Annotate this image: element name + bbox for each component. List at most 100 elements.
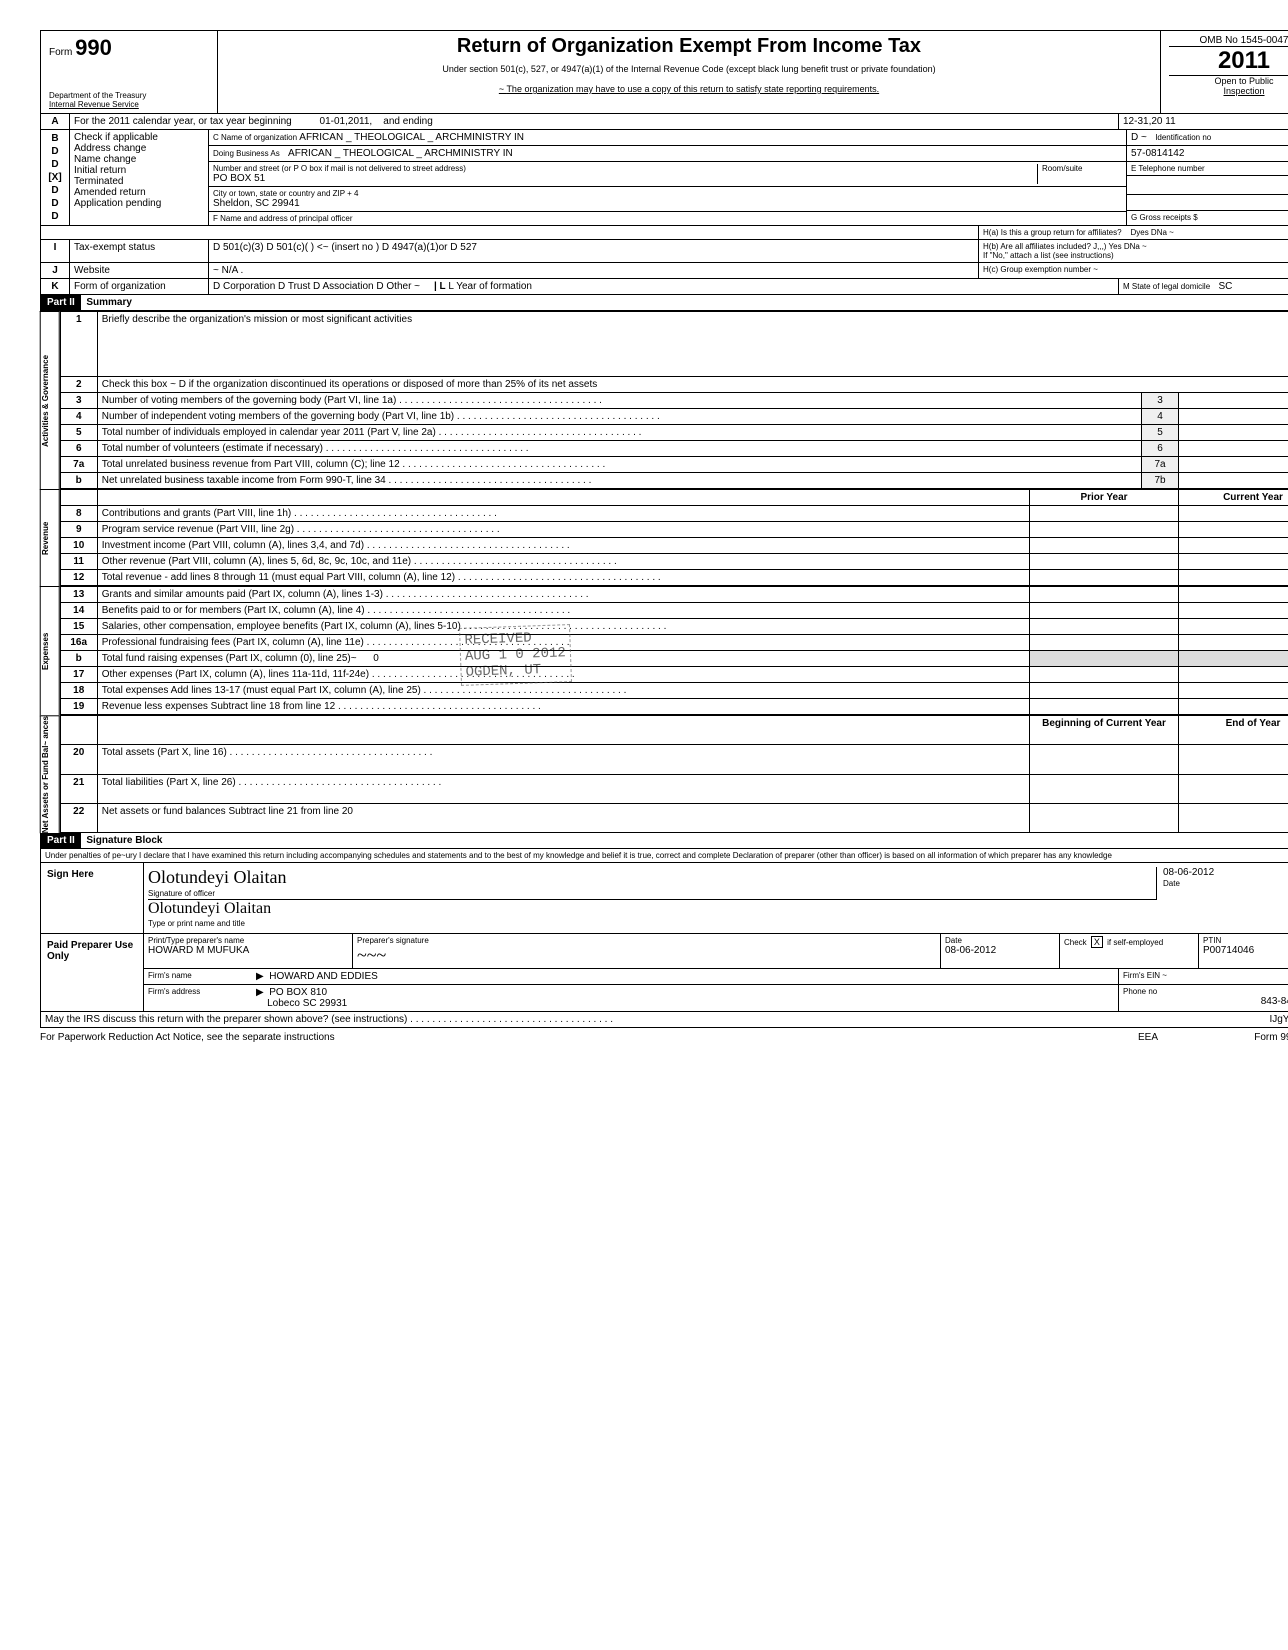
line2: Check this box ~ D if the organization d…	[97, 377, 1288, 393]
val3: 0	[1179, 393, 1288, 409]
form-label: Form	[49, 47, 72, 58]
prior-header: Prior Year	[1030, 490, 1179, 506]
line9: Program service revenue (Part VIII, line…	[97, 522, 1029, 538]
tax-year: 2011	[1169, 47, 1288, 75]
line8: Contributions and grants (Part VIII, lin…	[97, 506, 1029, 522]
val4: 0	[1179, 409, 1288, 425]
row-k: K Form of organization D Corporation D T…	[40, 279, 1288, 295]
line4: Number of independent voting members of …	[97, 409, 1141, 425]
form-footer: Form 990 (2011)	[1188, 1032, 1288, 1043]
d-label: D ~	[1131, 132, 1147, 143]
val14: 0	[1179, 603, 1288, 619]
val21: 0	[1179, 774, 1288, 803]
line19: Revenue less expenses Subtract line 18 f…	[97, 699, 1029, 715]
chk-application[interactable]: Application pending	[74, 198, 204, 209]
governance-table: 1Briefly describe the organization's mis…	[60, 311, 1288, 489]
note: The organization may have to use a copy …	[506, 84, 879, 94]
ein: 57-0814142	[1127, 146, 1288, 162]
hb: H(b) Are all affiliates included? J,,,) …	[983, 242, 1288, 251]
line7a: Total unrelated business revenue from Pa…	[97, 457, 1141, 473]
hb-note: If "No," attach a list (see instructions…	[983, 251, 1288, 260]
tax-status-opts[interactable]: D 501(c)(3) D 501(c)( ) <~ (insert no ) …	[209, 240, 978, 262]
header-block: BDD[X]DDD Check if applicable Address ch…	[40, 130, 1288, 226]
hc: H(c) Group exemption number ~	[978, 263, 1288, 278]
chk-terminated[interactable]: Terminated	[74, 176, 204, 187]
check-applicable: Check if applicable	[74, 132, 204, 143]
year-formation: L Year of formation	[448, 281, 532, 292]
val15: 0	[1179, 619, 1288, 635]
expenses-table: 13Grants and similar amounts paid (Part …	[60, 586, 1288, 715]
ha: H(a) Is this a group return for affiliat…	[983, 228, 1122, 237]
val16b: 0	[373, 653, 379, 664]
stamp-loc: OGDEN, UT	[465, 661, 566, 681]
open-public: Open to Public	[1169, 75, 1288, 86]
prep-name-label: Print/Type preparer's name	[148, 936, 348, 945]
prep-phone: 843-846-3347	[1123, 996, 1288, 1007]
website-label: Website	[70, 263, 209, 278]
line20: Total assets (Part X, line 16)	[97, 745, 1029, 774]
street-label: Number and street (or P O box if mail is…	[213, 164, 1037, 173]
state: SC	[1219, 281, 1233, 292]
state-label: M State of legal domicile	[1123, 282, 1210, 291]
street: PO BOX 51	[213, 173, 1037, 184]
irs: Internal Revenue Service	[49, 100, 209, 109]
row-a: A For the 2011 calendar year, or tax yea…	[40, 114, 1288, 130]
line14: Benefits paid to or for members (Part IX…	[97, 603, 1029, 619]
line6: Total number of volunteers (estimate if …	[97, 441, 1141, 457]
firm-addr1: PO BOX 810	[269, 987, 327, 998]
part2-label: Part II	[41, 833, 81, 848]
period-label: For the 2011 calendar year, or tax year …	[74, 116, 292, 127]
line12: Total revenue - add lines 8 through 11 (…	[97, 570, 1029, 586]
chk-name[interactable]: Name change	[74, 154, 204, 165]
line5: Total number of individuals employed in …	[97, 425, 1141, 441]
line7b: Net unrelated business taxable income fr…	[97, 473, 1141, 489]
website: ~ N/A .	[209, 263, 978, 278]
side-expenses: Expenses	[40, 586, 60, 715]
end-header: End of Year	[1179, 716, 1288, 745]
self-emp: if self-employed	[1107, 938, 1163, 947]
self-employed-checkbox[interactable]: X	[1091, 936, 1103, 948]
officer-label: F Name and address of principal officer	[209, 212, 1126, 225]
ha-yn[interactable]: Dyes DNa ~	[1130, 228, 1173, 237]
chk-amended[interactable]: Amended return	[74, 187, 204, 198]
phone-label: E Telephone number	[1127, 162, 1288, 176]
form-org-opts[interactable]: D Corporation D Trust D Association D Ot…	[213, 281, 420, 292]
firm-name: HOWARD AND EDDIES	[269, 971, 378, 982]
gross-label: G Gross receipts $	[1127, 211, 1288, 224]
val8: 66,785	[1179, 506, 1288, 522]
part2-title: Signature Block	[86, 835, 162, 846]
part1-label: Part II	[41, 295, 81, 310]
line16b: Total fund raising expenses (Part IX, co…	[102, 653, 357, 664]
chk-initial[interactable]: Initial return	[74, 165, 204, 176]
period-end: 12-31,20 11	[1118, 114, 1288, 129]
line18: Total expenses Add lines 13-17 (must equ…	[97, 683, 1029, 699]
val11: 0	[1179, 554, 1288, 570]
dba-label: Doing Business As	[213, 149, 280, 158]
sig-date-label: Date	[1163, 879, 1180, 888]
tax-status-label: Tax-exempt status	[70, 240, 209, 262]
curr-header: Current Year	[1179, 490, 1288, 506]
line22: Net assets or fund balances Subtract lin…	[97, 803, 1029, 832]
val12: 66,785	[1179, 570, 1288, 586]
city: Sheldon, SC 29941	[213, 198, 1122, 209]
discuss: May the IRS discuss this return with the…	[45, 1014, 407, 1025]
val10: 0	[1179, 538, 1288, 554]
eea: EEA	[1108, 1032, 1188, 1043]
prep-phone-label: Phone no	[1123, 987, 1288, 996]
declaration: Under penalties of pe~ury I declare that…	[41, 849, 1288, 863]
firm-name-label: Firm's name	[144, 969, 252, 984]
sign-here: Sign Here	[41, 863, 144, 933]
ein-label: Identification no	[1155, 133, 1211, 142]
signature-block: Under penalties of pe~ury I declare that…	[40, 849, 1288, 1028]
received-stamp: RECEIVED AUG 1 0 2012 OGDEN, UT	[459, 624, 572, 686]
line11: Other revenue (Part VIII, column (A), li…	[97, 554, 1029, 570]
dba: AFRICAN _ THEOLOGICAL _ ARCHMINISTRY IN	[288, 148, 513, 159]
paid-preparer-label: Paid Preparer Use Only	[41, 934, 144, 1011]
val19: 1,732	[1179, 699, 1288, 715]
subtitle: Under section 501(c), 527, or 4947(a)(1)…	[226, 64, 1152, 74]
val16a: 0	[1179, 635, 1288, 651]
inspection: Inspection	[1169, 86, 1288, 96]
discuss-yn[interactable]: IJgYes 0 No	[1159, 1012, 1288, 1027]
chk-address[interactable]: Address change	[74, 143, 204, 154]
period-mid: and ending	[383, 116, 433, 127]
